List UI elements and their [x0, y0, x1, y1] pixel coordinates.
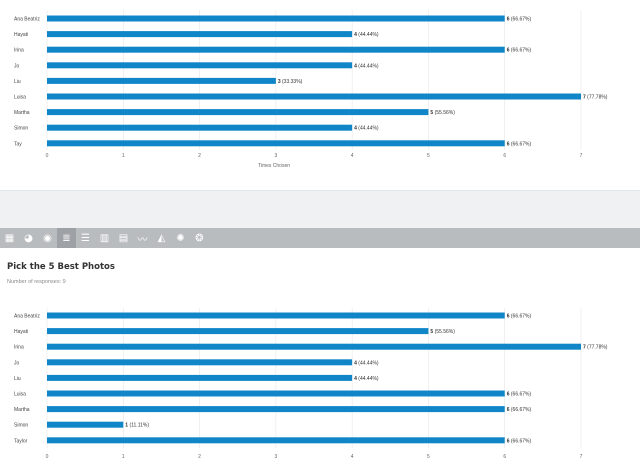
bar — [47, 77, 276, 84]
pie-chart-icon[interactable]: ◕ — [24, 232, 33, 244]
bar-value-label: 6 (66.67%) — [507, 17, 532, 23]
category-label: Tay — [14, 141, 22, 147]
bar — [47, 437, 505, 444]
horizontal-bar-icon[interactable]: ≣ — [57, 228, 76, 248]
x-tick-label: 4 — [351, 454, 354, 460]
vertical-bar-icon[interactable]: ▥ — [99, 232, 110, 244]
x-tick-label: 7 — [580, 153, 583, 159]
x-tick-label: 6 — [503, 454, 506, 460]
x-tick-label: 2 — [198, 454, 201, 460]
bar-value-label: 5 (55.56%) — [430, 329, 455, 335]
category-label: Hayati — [14, 32, 28, 38]
bar-value-label: 4 (44.44%) — [354, 376, 379, 382]
bar-value-label: 6 (66.67%) — [507, 314, 532, 320]
x-tick-label: 2 — [198, 153, 201, 159]
x-tick-label: 6 — [503, 153, 506, 159]
x-tick-label: 1 — [122, 153, 125, 159]
bar — [47, 46, 505, 53]
x-tick-label: 0 — [46, 153, 49, 159]
category-label: Martha — [14, 407, 30, 413]
category-label: Ana Beatriz — [14, 17, 40, 23]
line-chart-icon[interactable]: 〰 — [137, 234, 148, 246]
bar-value-label: 7 (77.78%) — [583, 345, 608, 351]
bar — [47, 359, 353, 366]
chart-1-svg: 0 1 2 3 4 5 6 7 Ana Beatriz 6 (66.67%) Hayati 4 (44… — [14, 10, 608, 169]
chart-1: 0 1 2 3 4 5 6 7 Ana Beatriz 6 (66.67%) Hayati 4 (44… — [0, 0, 640, 178]
spider-icon[interactable]: ✺ — [176, 232, 185, 244]
x-axis-title: Times Chosen — [258, 163, 290, 169]
donut-chart-icon[interactable]: ◉ — [43, 232, 52, 244]
bar — [47, 140, 505, 147]
category-label: Luisa — [14, 392, 26, 398]
bar-value-label: 6 (66.67%) — [507, 407, 532, 413]
bar-value-label: 4 (44.44%) — [354, 32, 379, 38]
category-label: Taylor — [14, 438, 28, 444]
table-icon[interactable]: ▦ — [4, 232, 15, 244]
x-tick-label: 0 — [46, 454, 49, 460]
x-tick-label: 3 — [274, 454, 277, 460]
chart-2: 0 1 2 3 4 5 6 7 Ana Beatriz 6 (66.67%) Hayati 5 (55… — [0, 304, 640, 463]
question-title: Pick the 5 Best Photos — [7, 262, 115, 272]
grouped-column-icon[interactable]: ▤ — [118, 232, 129, 244]
bar-value-label: 4 (44.44%) — [354, 63, 379, 69]
bar-value-label: 6 (66.67%) — [507, 48, 532, 54]
bar — [47, 406, 505, 413]
bar — [47, 124, 353, 131]
bar-value-label: 1 (11.11%) — [125, 423, 149, 429]
bar-value-label: 7 (77.78%) — [583, 95, 608, 101]
category-label: Martha — [14, 110, 30, 116]
section-divider — [0, 190, 640, 228]
chart-2-svg: 0 1 2 3 4 5 6 7 Ana Beatriz 6 (66.67%) Hayati 5 (55… — [14, 308, 608, 460]
bar-value-label: 3 (33.33%) — [278, 79, 303, 85]
category-label: Ana Beatriz — [14, 314, 40, 320]
category-label: Hayati — [14, 329, 28, 335]
category-label: Jo — [14, 360, 20, 366]
area-chart-icon[interactable]: ◭ — [157, 232, 166, 244]
category-label: Irina — [14, 345, 24, 351]
bar — [47, 390, 505, 397]
x-tick-label: 1 — [122, 454, 125, 460]
category-label: Jo — [14, 63, 20, 69]
bar-value-label: 5 (55.56%) — [430, 110, 455, 116]
bar — [47, 93, 581, 100]
x-tick-label: 3 — [274, 153, 277, 159]
stacked-bar-icon[interactable]: ☰ — [81, 232, 90, 244]
bar — [47, 62, 353, 69]
bar — [47, 312, 505, 319]
x-tick-label: 7 — [580, 454, 583, 460]
category-label: Luisa — [14, 95, 26, 101]
bar — [47, 343, 581, 350]
chart-type-toolbar: ▦ ◕ ◉ ≣ ☰ ▥ ▤ 〰 ◭ ✺ ❂ — [0, 228, 640, 248]
bar — [47, 421, 124, 428]
bar-value-label: 6 (66.67%) — [507, 438, 532, 444]
x-tick-label: 5 — [427, 153, 430, 159]
bar — [47, 328, 429, 335]
category-label: Liu — [14, 376, 21, 382]
bar-value-label: 6 (66.67%) — [507, 141, 532, 147]
question-1-panel: 0 1 2 3 4 5 6 7 Ana Beatriz 6 (66.67%) Hayati 4 (44… — [0, 0, 640, 190]
radar-icon[interactable]: ❂ — [195, 232, 204, 244]
response-count: Number of responses: 9 — [7, 279, 66, 285]
bar — [47, 109, 429, 116]
category-label: Irina — [14, 48, 24, 54]
bar — [47, 374, 353, 381]
category-label: Liu — [14, 79, 21, 85]
category-label: Simon — [14, 423, 28, 429]
bar — [47, 31, 353, 38]
bar — [47, 15, 505, 22]
bar-value-label: 6 (66.67%) — [507, 392, 532, 398]
bar-value-label: 4 (44.44%) — [354, 360, 379, 366]
bar-value-label: 4 (44.44%) — [354, 126, 379, 132]
x-tick-label: 4 — [351, 153, 354, 159]
category-label: Simon — [14, 126, 28, 132]
x-tick-label: 5 — [427, 454, 430, 460]
